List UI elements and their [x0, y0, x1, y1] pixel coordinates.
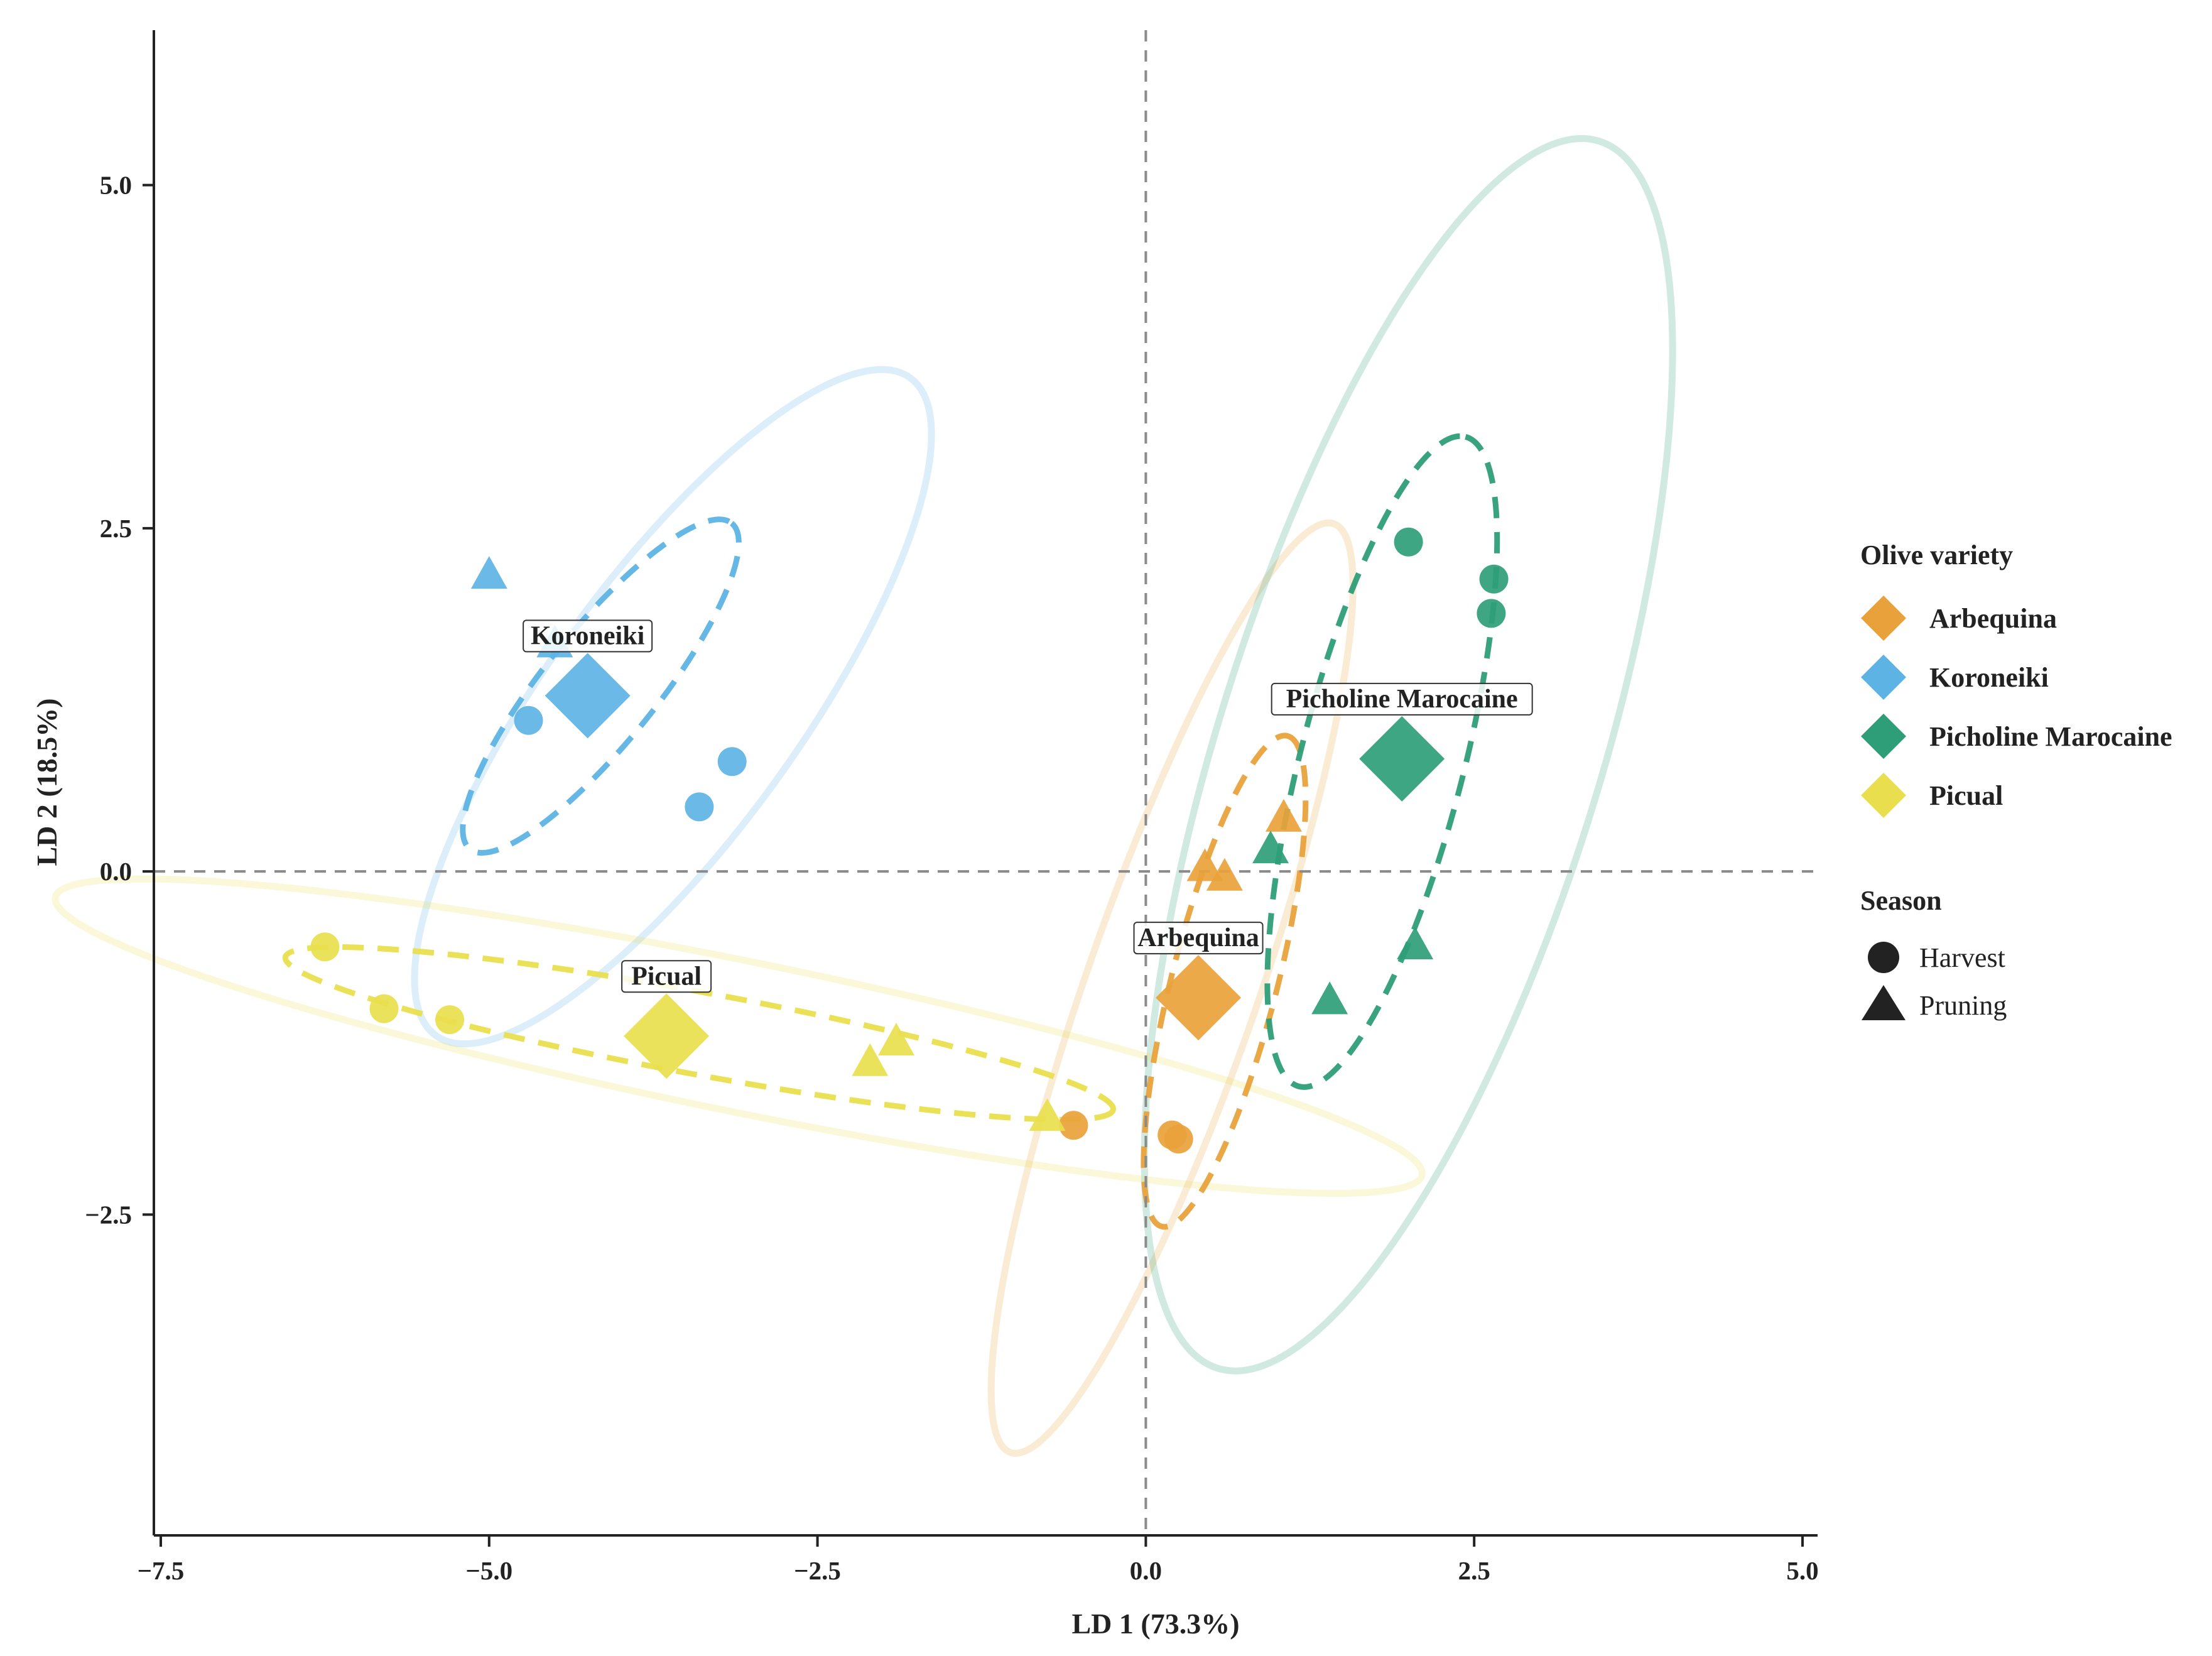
ellipse-arbequina-solid — [987, 519, 1357, 1457]
point-arbequina-harvest — [1059, 1111, 1088, 1140]
legend-label-koroneiki: Koroneiki — [1929, 662, 2049, 693]
point-picual-harvest — [310, 932, 340, 962]
x-tick-label: 0.0 — [1130, 1556, 1162, 1585]
legend-label-pruning: Pruning — [1919, 990, 2007, 1021]
x-tick-label: −2.5 — [794, 1556, 841, 1585]
point-picual-harvest — [369, 994, 399, 1023]
x-axis-title: LD 1 (73.3%) — [1071, 1608, 1239, 1640]
point-koroneiki-harvest — [514, 705, 543, 735]
y-tick-label: −2.5 — [85, 1200, 132, 1229]
ellipse-arbequina-dashed — [1141, 733, 1309, 1230]
point-picual-pruning — [852, 1043, 889, 1076]
reference-lines — [154, 30, 1818, 1535]
centroid-koroneiki — [545, 653, 631, 739]
legend: Olive variety Season Arbequina Koroneiki P… — [1860, 540, 2172, 1021]
centroid-label-picholine-marocaine: Picholine Marocaine — [1286, 685, 1518, 714]
legend-label-picual: Picual — [1929, 780, 2003, 811]
y-tick-label: 0.0 — [100, 857, 132, 886]
centroids: Arbequina Koroneiki Picholine Marocaine Pic… — [523, 619, 1533, 1079]
point-picholine-marocaine-harvest — [1394, 527, 1423, 557]
legend-season-title: Season — [1860, 885, 1942, 916]
point-picual-harvest — [435, 1005, 465, 1035]
legend-key-koroneiki — [1861, 655, 1906, 700]
legend-key-pruning — [1862, 985, 1906, 1020]
ticks: −7.5 −5.0 −2.5 0.0 2.5 5.0 5.0 2.5 0.0 −2.5 — [85, 171, 1818, 1585]
data-points — [310, 527, 1509, 1154]
legend-label-harvest: Harvest — [1919, 942, 2005, 973]
point-arbequina-harvest — [1158, 1120, 1187, 1150]
ellipse-picholine-marocaine-solid — [1141, 135, 1676, 1375]
confidence-ellipses — [52, 135, 1676, 1457]
legend-key-picholine-marocaine — [1861, 714, 1906, 759]
point-koroneiki-pruning — [470, 556, 507, 589]
point-koroneiki-harvest — [685, 792, 714, 822]
x-tick-label: 5.0 — [1786, 1556, 1818, 1585]
centroid-picual — [624, 993, 710, 1079]
point-arbequina-pruning — [1206, 858, 1243, 891]
x-tick-label: −5.0 — [465, 1556, 512, 1585]
centroid-label-box-arbequina — [1133, 922, 1264, 955]
centroid-picholine-marocaine — [1359, 716, 1445, 802]
legend-key-harvest — [1868, 942, 1899, 973]
centroid-label-box-picual — [621, 960, 712, 993]
point-picholine-marocaine-pruning — [1252, 831, 1289, 864]
legend-key-picual — [1861, 773, 1906, 818]
y-tick-label: 2.5 — [100, 514, 132, 543]
point-picual-pruning — [1029, 1098, 1066, 1131]
centroid-label-arbequina: Arbequina — [1137, 923, 1259, 952]
y-tick-label: 5.0 — [100, 171, 132, 200]
y-axis-title: LD 2 (18.5%) — [31, 698, 63, 866]
point-picholine-marocaine-pruning — [1311, 981, 1348, 1015]
legend-key-arbequina — [1861, 596, 1906, 641]
legend-label-picholine-marocaine: Picholine Marocaine — [1929, 721, 2172, 752]
ellipse-picholine-marocaine-dashed — [1264, 433, 1500, 1090]
x-tick-label: 2.5 — [1458, 1556, 1490, 1585]
point-picholine-marocaine-harvest — [1479, 564, 1509, 594]
ellipse-picual-dashed — [282, 944, 1117, 1123]
point-koroneiki-harvest — [717, 747, 747, 776]
point-picholine-marocaine-pruning — [1397, 927, 1434, 960]
ellipse-picual-solid — [52, 875, 1426, 1197]
point-picual-pruning — [878, 1022, 915, 1055]
legend-label-arbequina: Arbequina — [1929, 603, 2057, 634]
centroid-label-koroneiki: Koroneiki — [531, 621, 645, 650]
centroid-label-picual: Picual — [631, 962, 702, 991]
point-arbequina-pruning — [1186, 848, 1223, 881]
centroid-label-box-picholine-marocaine — [1271, 682, 1533, 716]
x-tick-label: −7.5 — [138, 1556, 185, 1585]
centroid-label-box-koroneiki — [523, 619, 653, 653]
axes — [153, 30, 1818, 1537]
point-picholine-marocaine-harvest — [1477, 599, 1506, 628]
centroid-arbequina — [1156, 955, 1242, 1041]
legend-variety-title: Olive variety — [1860, 540, 2013, 570]
point-arbequina-pruning — [1265, 798, 1302, 832]
